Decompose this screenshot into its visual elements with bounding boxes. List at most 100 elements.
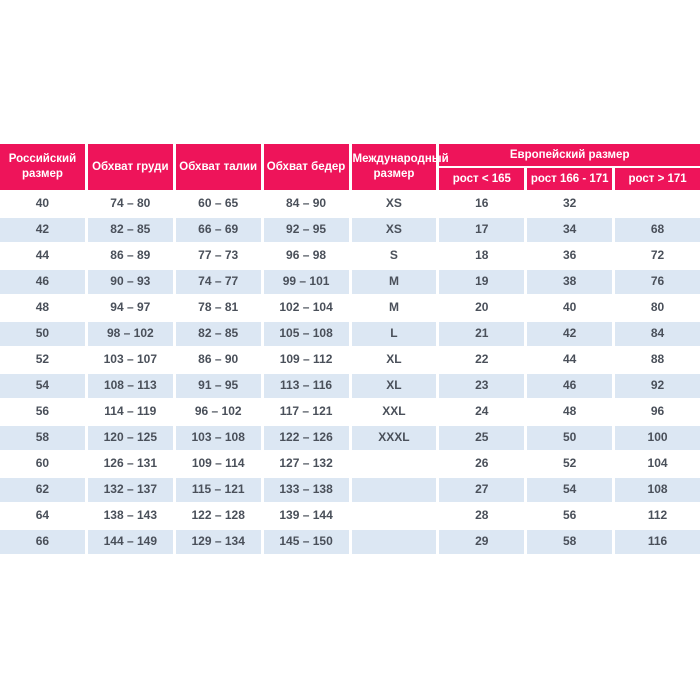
table-cell: 32	[527, 192, 613, 216]
table-cell: 34	[527, 218, 613, 242]
table-row: 52 103 – 107 86 – 90 109 – 112 XL 22 44 88	[0, 348, 700, 372]
table-cell: 50	[0, 322, 85, 346]
table-cell: L	[351, 322, 437, 346]
table-cell: 54	[0, 374, 85, 398]
table-cell	[351, 530, 437, 554]
table-cell: 100	[615, 426, 700, 450]
table-cell: 113 – 116	[263, 374, 349, 398]
table-cell: 60 – 65	[175, 192, 261, 216]
table-cell: 99 – 101	[263, 270, 349, 294]
table-cell: 42	[527, 322, 613, 346]
table-cell: 117 – 121	[263, 400, 349, 424]
table-cell: XL	[351, 348, 437, 372]
size-chart-table: Российский размер Обхват груди Обхват та…	[0, 142, 700, 556]
table-cell: XXXL	[351, 426, 437, 450]
table-cell: 74 – 77	[175, 270, 261, 294]
table-cell: 94 – 97	[87, 296, 173, 320]
table-row: 66 144 – 149 129 – 134 145 – 150 29 58 116	[0, 530, 700, 554]
table-cell: 126 – 131	[87, 452, 173, 476]
table-cell: 29	[439, 530, 525, 554]
table-cell: 66 – 69	[175, 218, 261, 242]
table-cell: 17	[439, 218, 525, 242]
table-cell: 91 – 95	[175, 374, 261, 398]
header-russian-size: Российский размер	[0, 144, 85, 190]
table-cell: 96	[615, 400, 700, 424]
table-cell: 68	[615, 218, 700, 242]
table-cell: 80	[615, 296, 700, 320]
table-row: 62 132 – 137 115 – 121 133 – 138 27 54 108	[0, 478, 700, 502]
table-cell: 109 – 114	[175, 452, 261, 476]
table-cell: 96 – 102	[175, 400, 261, 424]
table-cell: 116	[615, 530, 700, 554]
table-cell: 122 – 126	[263, 426, 349, 450]
table-cell: M	[351, 296, 437, 320]
header-hips: Обхват бедер	[263, 144, 349, 190]
table-cell: 133 – 138	[263, 478, 349, 502]
table-cell: XL	[351, 374, 437, 398]
header-row-main: Российский размер Обхват груди Обхват та…	[0, 144, 700, 190]
table-cell: 129 – 134	[175, 530, 261, 554]
table-cell: 103 – 108	[175, 426, 261, 450]
header-height-over-171: рост > 171	[615, 168, 700, 190]
table-row: 58 120 – 125 103 – 108 122 – 126 XXXL 25 50 100	[0, 426, 700, 450]
table-row: 44 86 – 89 77 – 73 96 – 98 S 18 36 72	[0, 244, 700, 268]
table-cell: 56	[0, 400, 85, 424]
table-cell	[351, 504, 437, 528]
size-table-body: 40 74 – 80 60 – 65 84 – 90 XS 16 32 42 82 – 85 66…	[0, 192, 700, 554]
table-cell: 108	[615, 478, 700, 502]
header-european-size: Европейский размер	[439, 144, 700, 166]
header-height-under-165: рост < 165	[439, 168, 525, 190]
table-cell: 16	[439, 192, 525, 216]
table-row: 50 98 – 102 82 – 85 105 – 108 L 21 42 84	[0, 322, 700, 346]
table-cell: 64	[0, 504, 85, 528]
table-cell: 92	[615, 374, 700, 398]
table-cell: 28	[439, 504, 525, 528]
table-cell: 58	[527, 530, 613, 554]
table-row: 64 138 – 143 122 – 128 139 – 144 28 56 112	[0, 504, 700, 528]
table-cell: 138 – 143	[87, 504, 173, 528]
table-cell: 60	[0, 452, 85, 476]
table-cell: 25	[439, 426, 525, 450]
table-cell: 90 – 93	[87, 270, 173, 294]
table-cell	[351, 452, 437, 476]
table-cell: 19	[439, 270, 525, 294]
table-cell: XXL	[351, 400, 437, 424]
table-cell: 82 – 85	[175, 322, 261, 346]
table-cell: 132 – 137	[87, 478, 173, 502]
table-cell: 62	[0, 478, 85, 502]
table-cell: 66	[0, 530, 85, 554]
table-cell: 114 – 119	[87, 400, 173, 424]
table-cell: 26	[439, 452, 525, 476]
table-cell: 48	[0, 296, 85, 320]
table-cell: 38	[527, 270, 613, 294]
table-cell	[351, 478, 437, 502]
table-cell: 84	[615, 322, 700, 346]
table-row: 46 90 – 93 74 – 77 99 – 101 M 19 38 76	[0, 270, 700, 294]
table-cell: 74 – 80	[87, 192, 173, 216]
table-cell: 48	[527, 400, 613, 424]
table-cell: 21	[439, 322, 525, 346]
table-cell: 42	[0, 218, 85, 242]
table-cell: 127 – 132	[263, 452, 349, 476]
table-cell: 145 – 150	[263, 530, 349, 554]
table-cell: 18	[439, 244, 525, 268]
table-cell: 76	[615, 270, 700, 294]
table-cell: 54	[527, 478, 613, 502]
table-cell: M	[351, 270, 437, 294]
size-chart-table-container: Российский размер Обхват груди Обхват та…	[0, 142, 700, 556]
table-row: 40 74 – 80 60 – 65 84 – 90 XS 16 32	[0, 192, 700, 216]
table-cell: 72	[615, 244, 700, 268]
table-cell: 44	[0, 244, 85, 268]
table-cell: 115 – 121	[175, 478, 261, 502]
table-row: 42 82 – 85 66 – 69 92 – 95 XS 17 34 68	[0, 218, 700, 242]
table-cell: 46	[0, 270, 85, 294]
header-chest: Обхват груди	[87, 144, 173, 190]
table-cell: 78 – 81	[175, 296, 261, 320]
table-cell: 40	[527, 296, 613, 320]
table-cell: 56	[527, 504, 613, 528]
table-row: 60 126 – 131 109 – 114 127 – 132 26 52 104	[0, 452, 700, 476]
table-cell: XS	[351, 218, 437, 242]
header-international-size: Международный размер	[351, 144, 449, 190]
table-cell: 86 – 89	[87, 244, 173, 268]
